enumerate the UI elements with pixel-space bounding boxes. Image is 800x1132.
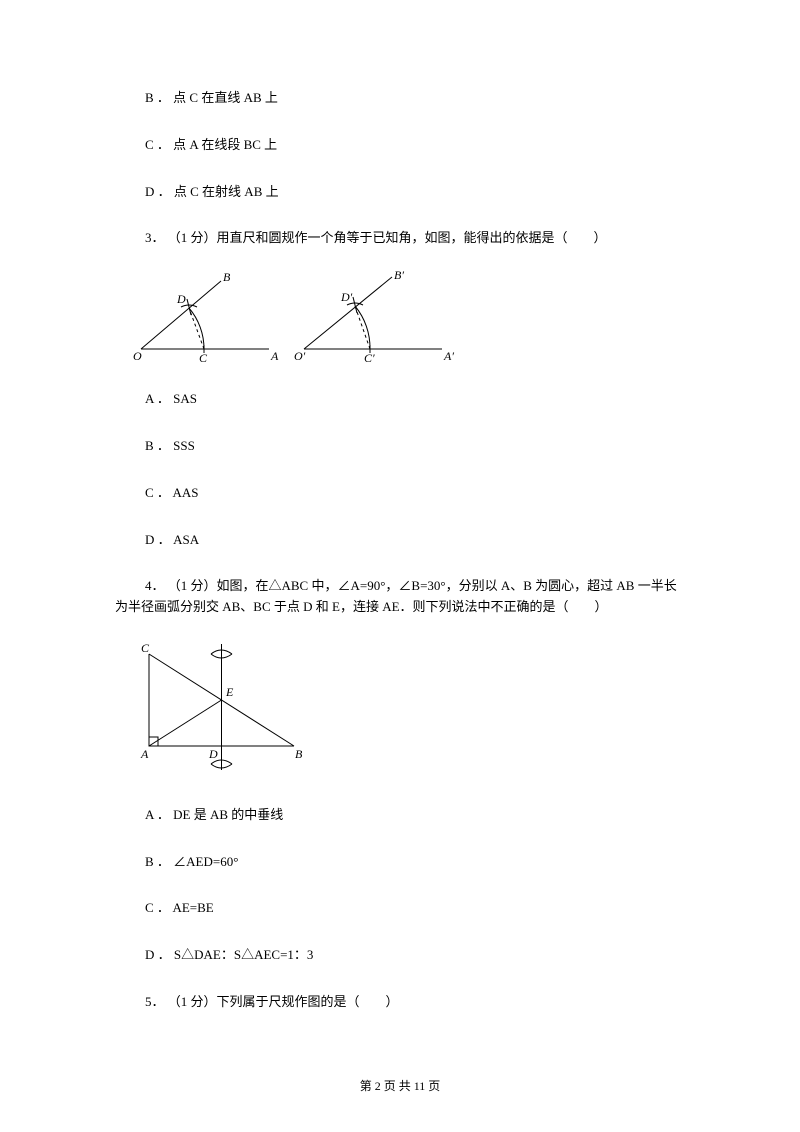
q4-option-d: D ． S△DAE：S△AEC=1：3	[145, 945, 685, 966]
page-footer: 第 2 页 共 11 页	[0, 1077, 800, 1094]
q3-figure: O A B C D O′ A′ B′ C′ D′	[129, 267, 685, 367]
label-O: O	[133, 349, 142, 363]
label-Op: O′	[294, 349, 306, 363]
q4-option-b: B ． ∠AED=60°	[145, 852, 685, 873]
q3-option-b: B ． SSS	[145, 436, 685, 457]
q3-option-d: D ． ASA	[145, 530, 685, 551]
label-Ap: A′	[443, 349, 454, 363]
label-E4: E	[225, 685, 234, 699]
question-4: 4． （1 分）如图，在△ABC 中，∠A=90°，∠B=30°，分别以 A、B…	[115, 576, 685, 618]
label-Cp: C′	[364, 351, 375, 365]
q3-option-a: A ． SAS	[145, 389, 685, 410]
label-A4: A	[140, 747, 149, 761]
q4-figure: A B C D E	[129, 636, 685, 783]
label-B: B	[223, 270, 231, 284]
q3-option-c: C ． AAS	[145, 483, 685, 504]
label-D4: D	[208, 747, 218, 761]
q3-figure-right: O′ A′ B′ C′ D′	[292, 267, 462, 367]
label-A: A	[270, 349, 279, 363]
label-B4: B	[295, 747, 303, 761]
label-Bp: B′	[394, 268, 404, 282]
page-content: B ． 点 C 在直线 AB 上 C ． 点 A 在线段 BC 上 D ． 点 …	[0, 0, 800, 1013]
label-C4: C	[141, 641, 150, 655]
option-d: D ． 点 C 在射线 AB 上	[145, 182, 685, 203]
q3-figure-left: O A B C D	[129, 267, 289, 367]
question-3: 3． （1 分）用直尺和圆规作一个角等于已知角，如图，能得出的依据是（ ）	[145, 228, 685, 249]
question-5: 5． （1 分）下列属于尺规作图的是（ ）	[145, 992, 685, 1013]
q4-option-c: C ． AE=BE	[145, 898, 685, 919]
label-C: C	[199, 351, 208, 365]
label-D: D	[176, 292, 186, 306]
label-Dp: D′	[340, 290, 353, 304]
option-b: B ． 点 C 在直线 AB 上	[145, 88, 685, 109]
option-c: C ． 点 A 在线段 BC 上	[145, 135, 685, 156]
q4-option-a: A ． DE 是 AB 的中垂线	[145, 805, 685, 826]
